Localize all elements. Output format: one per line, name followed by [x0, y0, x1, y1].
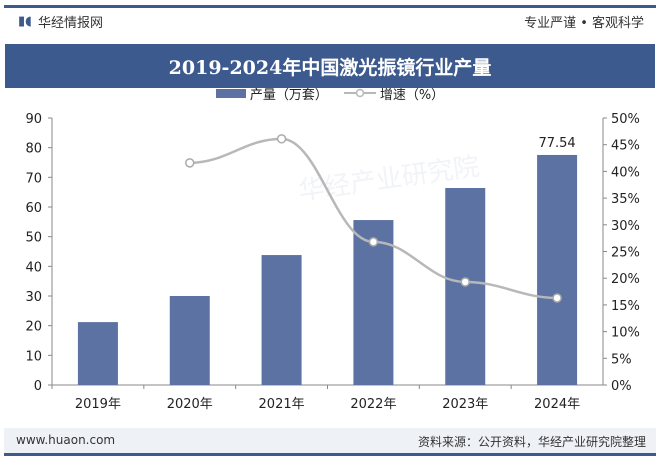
y2-tick-label: 30% [611, 219, 640, 234]
x-tick-label: 2019年 [75, 397, 121, 412]
footer-url: www.huaon.com [16, 433, 116, 447]
x-tick-label: 2024年 [534, 397, 580, 412]
x-tick-label: 2023年 [442, 397, 488, 412]
growth-line [189, 137, 558, 300]
y-tick-label: 80 [25, 142, 42, 157]
x-tick-label: 2020年 [167, 397, 213, 412]
y2-tick-label: 5% [611, 352, 632, 367]
growth-point [185, 158, 195, 168]
legend-line-swatch [343, 88, 376, 98]
growth-point [368, 237, 379, 247]
y-tick-label: 20 [25, 320, 42, 335]
bottom-rule [4, 453, 656, 456]
y2-tick-label: 45% [611, 139, 640, 154]
legend-bar: 产量（万套） [215, 84, 328, 103]
bar [537, 154, 578, 385]
legend-bar-swatch [215, 88, 246, 98]
data-label: 77.54 [538, 136, 575, 151]
legend-line: 增速（%） [343, 84, 445, 103]
y-tick-label: 30 [25, 290, 42, 305]
y-tick-label: 60 [25, 201, 42, 216]
y2-tick-label: 25% [611, 246, 640, 261]
y2-tick-label: 20% [611, 272, 640, 287]
y-tick-label: 90 [25, 112, 42, 127]
growth-point [460, 277, 470, 287]
y2-tick-label: 0% [611, 379, 632, 394]
brand-logo-icon: ▮◖ [18, 14, 33, 29]
growth-point [552, 293, 562, 303]
bar [77, 322, 118, 385]
y-tick-label: 50 [25, 231, 42, 246]
bar [169, 296, 210, 385]
footer: www.huaon.com 资料来源：公开资料，华经产业研究院整理 [4, 428, 656, 453]
y2-tick-label: 10% [611, 326, 640, 341]
slogan: 专业严谨 • 客观科学 [524, 16, 644, 31]
bar [261, 255, 302, 385]
y-tick-label: 70 [25, 171, 42, 186]
y2-tick-label: 15% [611, 299, 640, 314]
y2-tick-label: 50% [611, 112, 640, 127]
x-tick-label: 2022年 [350, 397, 396, 412]
top-rule [4, 5, 656, 8]
x-tick-label: 2021年 [259, 397, 305, 412]
y2-tick-label: 35% [611, 192, 640, 207]
y-tick-label: 10 [25, 349, 42, 364]
legend-bar-label: 产量（万套） [249, 87, 328, 103]
bar [353, 220, 394, 385]
growth-point [276, 134, 287, 144]
legend-line-label: 增速（%） [379, 87, 445, 103]
y-tick-label: 40 [25, 260, 42, 275]
legend: 产量（万套） 增速（%） [0, 82, 660, 104]
y2-tick-label: 40% [611, 165, 640, 180]
footer-source: 资料来源：公开资料，华经产业研究院整理 [417, 435, 646, 449]
brand: ▮◖ 华经情报网 [18, 12, 103, 31]
brand-name: 华经情报网 [38, 16, 104, 31]
chart-title: 2019-2024年中国激光振镜行业产量 [5, 44, 655, 88]
y-tick-label: 0 [34, 379, 42, 394]
